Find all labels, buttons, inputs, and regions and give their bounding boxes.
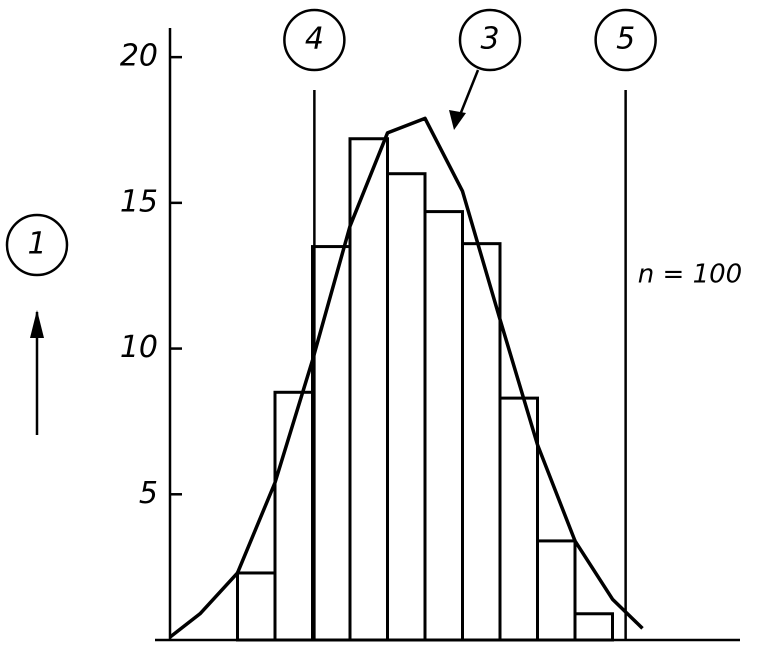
curve-label: 3	[480, 22, 499, 57]
label-circle	[594, 8, 657, 72]
bar	[536, 539, 577, 642]
label-circle	[283, 8, 346, 72]
bar	[386, 172, 427, 642]
y-tick-label: 20	[120, 39, 158, 74]
bar	[573, 612, 614, 642]
marker-label: 5	[616, 22, 635, 57]
annotation: n = 100	[638, 260, 742, 290]
marker-label: 4	[305, 22, 324, 57]
bar	[236, 571, 277, 642]
y-axis-label: 1	[27, 227, 46, 262]
arrow-head	[30, 310, 44, 338]
bar	[273, 390, 314, 642]
bar	[311, 245, 352, 642]
label-circle	[5, 213, 69, 277]
label-circle	[458, 8, 522, 72]
y-tick-label: 10	[120, 330, 158, 365]
y-tick-label: 5	[139, 476, 158, 511]
y-tick-label: 15	[120, 184, 158, 219]
arrow-head	[449, 110, 466, 130]
fitted-curve	[168, 116, 644, 639]
bar	[498, 396, 539, 642]
bar	[423, 210, 464, 642]
